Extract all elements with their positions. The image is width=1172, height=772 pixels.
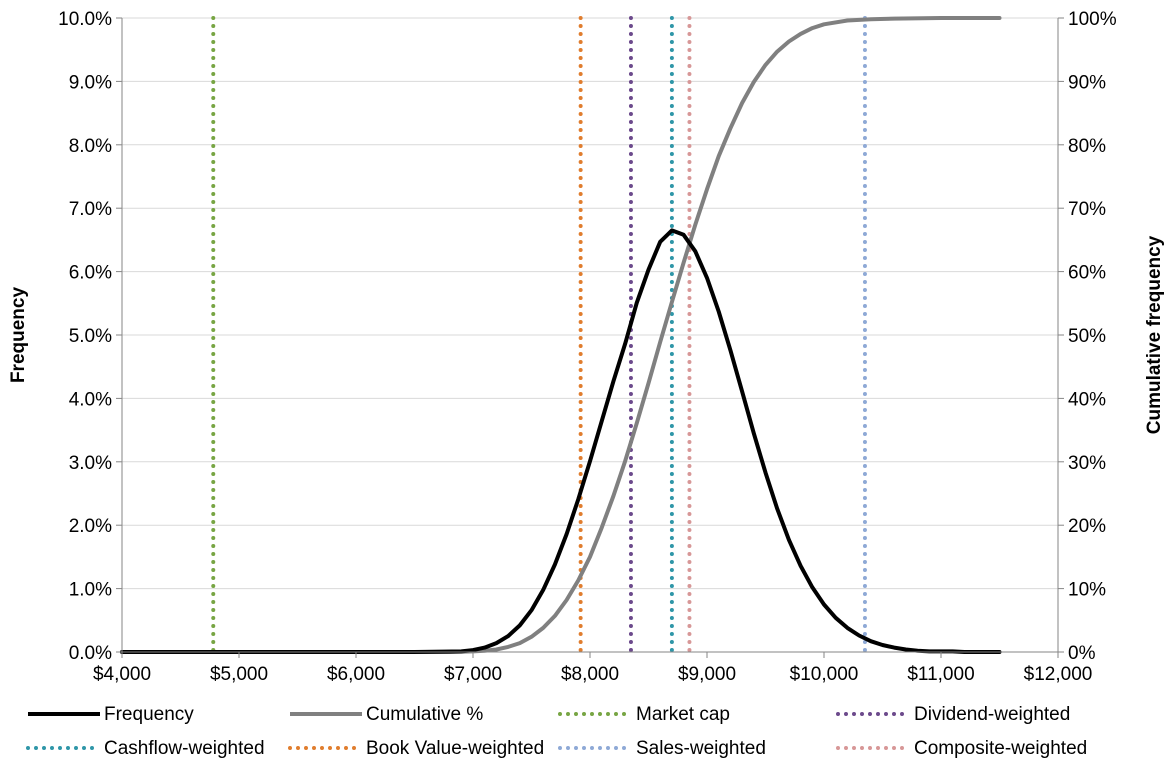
legend-label: Market cap — [636, 704, 730, 725]
y2-tick-label: 100% — [1068, 9, 1117, 30]
legend-label: Cashflow-weighted — [104, 738, 265, 759]
x-tick-label: $5,000 — [210, 664, 268, 685]
legend-label: Cumulative % — [366, 704, 483, 725]
legend-label: Composite-weighted — [914, 738, 1087, 759]
legend-label: Dividend-weighted — [914, 704, 1070, 725]
axes: 0.0% 1.0% 2.0% 3.0% 4.0% 5.0% 6.0% 7.0% 8.0% 9.0%… — [58, 9, 1117, 685]
y2-tick-label: 10% — [1068, 580, 1106, 601]
y-tick-label: 8.0% — [69, 136, 112, 157]
y-tick-label: 5.0% — [69, 326, 112, 347]
y2-tick-label: 30% — [1068, 453, 1106, 474]
frequency-line — [120, 228, 1002, 654]
legend-label: Book Value-weighted — [366, 738, 544, 759]
legend-label: Sales-weighted — [636, 738, 766, 759]
y-tick-label: 2.0% — [69, 516, 112, 537]
x-tick-label: $7,000 — [444, 664, 502, 685]
y-tick-label: 6.0% — [69, 263, 112, 284]
y2-tick-label: 70% — [1068, 199, 1106, 220]
x-tick-label: $10,000 — [790, 664, 859, 685]
reference-lines — [211, 16, 867, 654]
y-tick-label: 7.0% — [69, 199, 112, 220]
x-tick-label: $4,000 — [93, 664, 151, 685]
y-axis-title: Frequency — [8, 287, 29, 384]
x-tick-label: $9,000 — [678, 664, 736, 685]
y-tick-label: 1.0% — [69, 580, 112, 601]
x-tick-label: $8,000 — [561, 664, 619, 685]
x-tick-label: $11,000 — [907, 664, 974, 685]
y2-tick-label: 20% — [1068, 516, 1106, 537]
y-tick-label: 0.0% — [69, 643, 112, 664]
gridlines — [122, 17, 1058, 590]
series-lines — [120, 16, 1002, 654]
y2-tick-label: 40% — [1068, 389, 1106, 410]
x-tick-label: $6,000 — [327, 664, 385, 685]
y-tick-label: 3.0% — [69, 453, 112, 474]
y2-tick-label: 0% — [1068, 643, 1096, 664]
legend: Frequency Cumulative % Market cap Dividend-… — [26, 704, 1087, 759]
y-tick-label: 10.0% — [58, 9, 112, 30]
y2-tick-label: 90% — [1068, 72, 1106, 93]
y2-axis-title: Cumulative frequency — [1144, 235, 1165, 434]
x-tick-label: $12,000 — [1024, 664, 1093, 685]
y-tick-label: 4.0% — [69, 389, 112, 410]
y2-tick-label: 80% — [1068, 136, 1106, 157]
y-tick-label: 9.0% — [69, 72, 112, 93]
y2-tick-label: 60% — [1068, 263, 1106, 284]
legend-label: Frequency — [104, 704, 194, 725]
y2-tick-label: 50% — [1068, 326, 1106, 347]
cumulative-line — [120, 16, 1002, 654]
